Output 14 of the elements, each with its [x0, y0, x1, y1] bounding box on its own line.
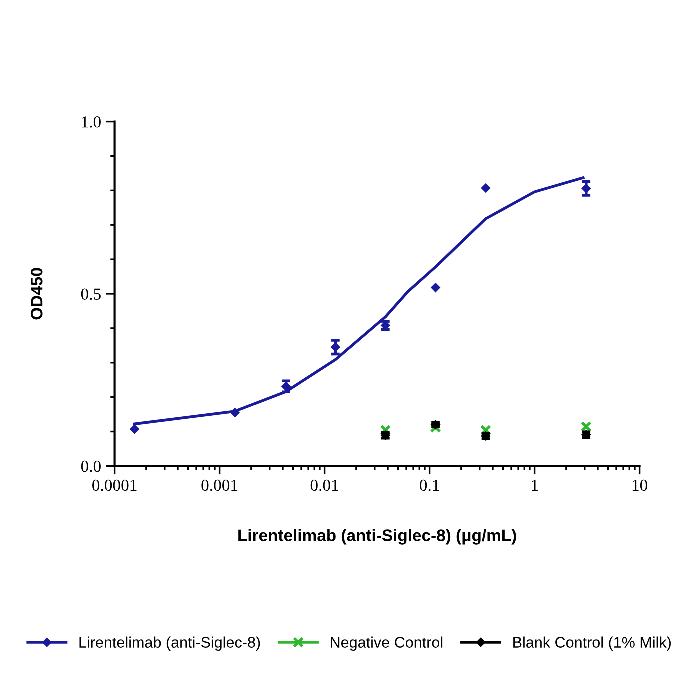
legend-label: Blank Control (1% Milk) — [514, 636, 671, 651]
legend-label: Negative Control — [331, 636, 443, 651]
y-tick-label: 0.5 — [81, 288, 101, 300]
y-axis-title: OD450 — [30, 268, 43, 320]
x-tick-label: 1 — [532, 480, 538, 491]
x-axis-title: Lirentelimab (anti-Siglec-8) (μg/mL) — [238, 529, 516, 545]
x-tick-label: 10 — [632, 480, 648, 492]
x-tick-label: 0.01 — [310, 480, 338, 492]
x-tick-label: 0.001 — [202, 480, 238, 492]
y-tick-label: 0.0 — [81, 460, 101, 472]
y-tick-label: 1.0 — [82, 116, 101, 128]
x-tick-label: 0.0001 — [92, 480, 137, 492]
legend-label: Lirentelimab (anti-Siglec-8) — [80, 636, 260, 651]
x-tick-label: 0.1 — [420, 480, 440, 492]
